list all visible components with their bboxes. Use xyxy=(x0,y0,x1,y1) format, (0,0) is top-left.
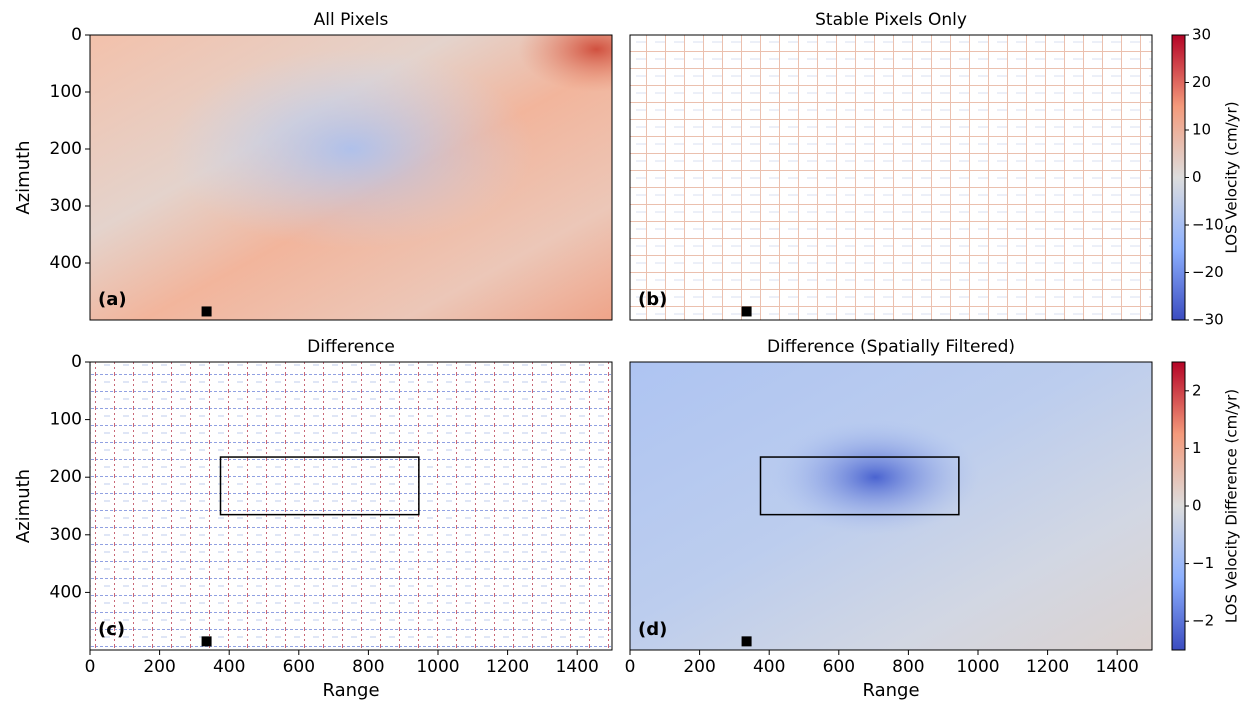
colorbar-label: LOS Velocity (cm/yr) xyxy=(1223,101,1241,253)
y-tick-label: 0 xyxy=(71,352,82,372)
x-tick-label: 1400 xyxy=(1096,657,1139,677)
colorbar xyxy=(1172,362,1185,650)
y-tick-label: 300 xyxy=(50,525,82,545)
colorbar-tick-label: −30 xyxy=(1192,311,1224,329)
y-tick-label: 100 xyxy=(50,410,82,430)
x-tick-label: 0 xyxy=(85,657,96,677)
colorbar-tick-label: 0 xyxy=(1192,497,1202,515)
colorbar-tick-label: 1 xyxy=(1192,439,1202,457)
image-panel xyxy=(630,362,1152,650)
figure: All Pixels(a)0100200300400AzimuthStable … xyxy=(0,0,1252,706)
reference-marker xyxy=(202,636,212,646)
colorbar-tick-label: −10 xyxy=(1192,216,1224,234)
x-tick-label: 800 xyxy=(352,657,384,677)
panel-title: All Pixels xyxy=(314,10,389,30)
colorbar xyxy=(1172,35,1185,320)
y-axis-label: Azimuth xyxy=(13,469,34,543)
y-axis-label: Azimuth xyxy=(13,140,34,214)
y-tick-label: 400 xyxy=(50,253,82,273)
x-tick-label: 600 xyxy=(283,657,315,677)
image-panel xyxy=(630,35,1152,320)
x-tick-label: 200 xyxy=(683,657,715,677)
image-panel xyxy=(90,362,612,650)
x-axis-label: Range xyxy=(322,680,379,701)
y-tick-label: 400 xyxy=(50,582,82,602)
panel-label: (b) xyxy=(638,289,667,310)
y-tick-label: 100 xyxy=(50,82,82,102)
colorbar-tick-label: −20 xyxy=(1192,263,1224,281)
y-tick-label: 200 xyxy=(50,467,82,487)
panel-label: (d) xyxy=(638,619,667,640)
image-background xyxy=(90,362,612,650)
panel-label: (a) xyxy=(98,289,127,310)
colorbar-tick-label: −1 xyxy=(1192,554,1214,572)
x-tick-label: 1200 xyxy=(1026,657,1069,677)
colorbar-tick-label: 2 xyxy=(1192,381,1202,399)
x-tick-label: 200 xyxy=(143,657,175,677)
x-axis-label: Range xyxy=(862,680,919,701)
image-background xyxy=(630,362,1152,650)
panel-label: (c) xyxy=(98,619,125,640)
y-tick-label: 0 xyxy=(71,25,82,45)
image-background xyxy=(630,35,1152,320)
panel-title: Stable Pixels Only xyxy=(815,10,967,30)
colorbar-tick-label: 20 xyxy=(1192,73,1211,91)
reference-marker xyxy=(202,306,212,316)
x-tick-label: 1000 xyxy=(956,657,999,677)
x-tick-label: 1200 xyxy=(486,657,529,677)
x-tick-label: 1400 xyxy=(556,657,599,677)
x-tick-label: 400 xyxy=(753,657,785,677)
y-tick-label: 300 xyxy=(50,196,82,216)
x-tick-label: 600 xyxy=(823,657,855,677)
colorbar-tick-label: −2 xyxy=(1192,612,1214,630)
x-tick-label: 800 xyxy=(892,657,924,677)
image-background xyxy=(90,35,612,320)
panel-title: Difference xyxy=(307,337,395,357)
reference-marker xyxy=(742,306,752,316)
y-tick-label: 200 xyxy=(50,139,82,159)
image-panel xyxy=(90,35,612,320)
panel-title: Difference (Spatially Filtered) xyxy=(767,337,1015,357)
x-tick-label: 400 xyxy=(213,657,245,677)
x-tick-label: 0 xyxy=(625,657,636,677)
x-tick-label: 1000 xyxy=(416,657,459,677)
reference-marker xyxy=(742,636,752,646)
colorbar-label: LOS Velocity Difference (cm/yr) xyxy=(1223,389,1241,623)
colorbar-tick-label: 0 xyxy=(1192,168,1202,186)
colorbar-tick-label: 10 xyxy=(1192,121,1211,139)
colorbar-tick-label: 30 xyxy=(1192,26,1211,44)
